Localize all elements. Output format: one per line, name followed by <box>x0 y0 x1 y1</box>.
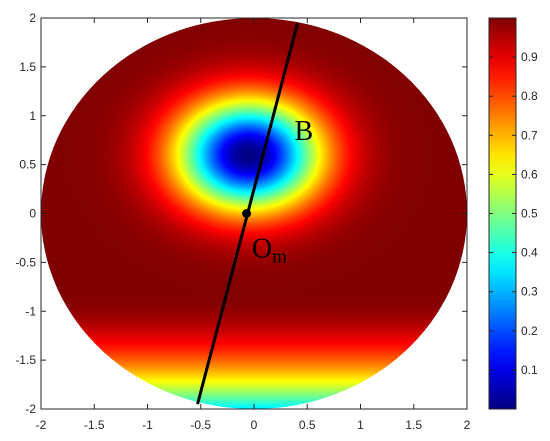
colorbar: 0.1 0.2 0.3 0.4 0.5 0.6 0.7 0.8 0.9 <box>488 17 538 410</box>
x-tick-label: -1.5 <box>84 418 105 432</box>
y-tick-label: 0 <box>29 207 36 221</box>
x-tick-label: -1 <box>142 418 153 432</box>
colorbar-tick-label: 0.8 <box>521 89 538 103</box>
y-tick-label: 0.5 <box>19 158 36 172</box>
colorbar-gradient <box>488 17 517 410</box>
x-tick-label: 1 <box>357 418 364 432</box>
point-om <box>242 209 252 218</box>
x-tick-label: -2 <box>36 418 47 432</box>
heatmap-surface <box>41 18 467 409</box>
y-tick-label: -1 <box>25 304 36 318</box>
y-axis: -2 -1.5 -1 -0.5 0 0.5 1 1.5 2 <box>15 11 467 416</box>
colorbar-tick-label: 0.6 <box>521 167 538 181</box>
annotations: B Om <box>252 116 313 267</box>
x-tick-label: 0.5 <box>299 418 316 432</box>
y-tick-label: -0.5 <box>15 255 36 269</box>
colorbar-tick-label: 0.1 <box>521 363 538 377</box>
colorbar-tick-label: 0.9 <box>521 50 538 64</box>
y-tick-label: -2 <box>25 402 36 416</box>
label-om: Om <box>252 233 287 267</box>
colorbar-ticks: 0.1 0.2 0.3 0.4 0.5 0.6 0.7 0.8 0.9 <box>489 50 538 377</box>
label-b: B <box>294 116 313 147</box>
x-tick-label: 0 <box>251 418 258 432</box>
y-tick-label: 2 <box>29 11 36 25</box>
y-tick-label: 1.5 <box>19 60 36 74</box>
y-tick-label: -1.5 <box>15 353 36 367</box>
colorbar-tick-label: 0.5 <box>521 207 538 221</box>
plot-area: -2 -1.5 -1 -0.5 0 0.5 1 1.5 2 -2 -1.5 -1 -0.5 0 0.5 1 1… <box>15 11 470 432</box>
x-tick-label: 1.5 <box>405 418 422 432</box>
x-tick-label: -0.5 <box>190 418 211 432</box>
colorbar-tick-label: 0.7 <box>521 128 538 142</box>
x-axis: -2 -1.5 -1 -0.5 0 0.5 1 1.5 2 <box>36 18 471 432</box>
colorbar-tick-label: 0.3 <box>521 285 538 299</box>
x-tick-label: 2 <box>464 418 471 432</box>
colorbar-tick-label: 0.2 <box>521 324 538 338</box>
y-tick-label: 1 <box>29 109 36 123</box>
colorbar-tick-label: 0.4 <box>521 246 538 260</box>
